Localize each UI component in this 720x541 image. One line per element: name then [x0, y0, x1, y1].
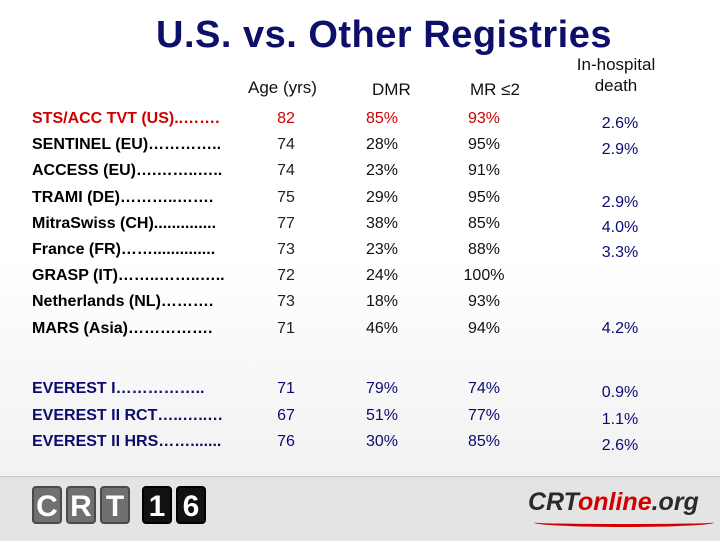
- registry-dmr: 46%: [365, 319, 399, 337]
- registry-in-hospital-death: 2.6%: [601, 115, 639, 132]
- registry-mr: 95%: [467, 188, 501, 206]
- everest-label: EVEREST II RCT…..…..…: [32, 406, 224, 424]
- header-in-hospital-death: In-hospital death: [570, 54, 662, 96]
- crtonline-prefix: CRT: [528, 488, 578, 516]
- registry-dmr: 29%: [365, 188, 399, 206]
- registry-dmr: 85%: [365, 110, 399, 127]
- everest-age: 67: [277, 406, 295, 424]
- registry-age: 75: [277, 188, 295, 206]
- registry-dmr: 28%: [365, 136, 399, 154]
- everest-in-hospital-death: 0.9%: [601, 384, 639, 401]
- registry-label: SENTINEL (EU)…………..: [32, 136, 222, 154]
- registry-age: 82: [277, 110, 295, 127]
- registry-dmr: 23%: [365, 162, 399, 180]
- registry-mr: 91%: [467, 162, 501, 180]
- crtonline-suffix: .org: [651, 488, 699, 516]
- registry-age: 72: [277, 267, 295, 285]
- everest-age: 71: [277, 380, 295, 397]
- registry-mr: 88%: [467, 241, 501, 258]
- registry-age: 74: [277, 136, 295, 154]
- registry-label: TRAMI (DE)………..…….: [32, 188, 214, 206]
- everest-in-hospital-death: 2.6%: [601, 437, 639, 454]
- slide-background: [0, 0, 720, 476]
- registry-mr: 95%: [467, 136, 501, 154]
- registry-in-hospital-death: 3.3%: [601, 244, 639, 261]
- everest-dmr: 30%: [365, 433, 399, 450]
- header-in-hospital-line2: death: [594, 76, 638, 95]
- registry-label: STS/ACC TVT (US)..…….: [32, 110, 220, 127]
- everest-age: 76: [277, 433, 295, 450]
- registry-mr: 93%: [467, 293, 501, 311]
- crt-logo-digit: 1: [142, 486, 172, 524]
- registry-label: GRASP (IT)……..……..…..: [32, 267, 225, 285]
- registry-in-hospital-death: 4.0%: [601, 219, 639, 236]
- everest-label: EVEREST I……………..: [32, 380, 205, 397]
- crt-logo-digit: 6: [176, 486, 206, 524]
- everest-mr: 74%: [467, 380, 501, 397]
- registry-label: MARS (Asia)…………….: [32, 319, 213, 337]
- registry-label: Netherlands (NL)……….: [32, 293, 214, 311]
- everest-label: EVEREST II HRS…….......: [32, 433, 222, 450]
- header-mr: MR ≤2: [470, 80, 520, 99]
- registry-in-hospital-death: 2.9%: [601, 141, 639, 158]
- registry-mr: 94%: [467, 319, 501, 337]
- header-dmr: DMR: [372, 80, 411, 99]
- registry-mr: 93%: [467, 110, 501, 127]
- everest-dmr: 79%: [365, 380, 399, 397]
- registry-dmr: 24%: [365, 267, 399, 285]
- crtonline-middle: online: [578, 488, 652, 516]
- registry-dmr: 38%: [365, 214, 399, 232]
- registry-label: Mitra​Swiss (CH)..............: [32, 214, 217, 232]
- registry-age: 73: [277, 293, 295, 311]
- crt-logo-letter: R: [66, 486, 96, 524]
- header-in-hospital-line1: In-hospital: [576, 55, 656, 74]
- crt-logo-letter: T: [100, 486, 130, 524]
- registry-dmr: 18%: [365, 293, 399, 311]
- registry-label: France (FR)……..............: [32, 241, 216, 258]
- everest-mr: 77%: [467, 406, 501, 424]
- crtonline-swoosh: [534, 518, 714, 527]
- crtonline-logo: CRTonline.org: [528, 488, 714, 527]
- slide-title: U.S. vs. Other Registries: [156, 14, 612, 56]
- registry-age: 71: [277, 319, 295, 337]
- registry-in-hospital-death: 4.2%: [601, 320, 639, 337]
- registry-mr: 85%: [467, 214, 501, 232]
- everest-mr: 85%: [467, 433, 501, 450]
- registry-age: 74: [277, 162, 295, 180]
- header-age: Age (yrs): [248, 78, 317, 97]
- everest-dmr: 51%: [365, 406, 399, 424]
- registry-age: 77: [277, 214, 295, 232]
- registry-mr: 100%: [463, 267, 505, 285]
- registry-age: 73: [277, 241, 295, 258]
- registry-dmr: 23%: [365, 241, 399, 258]
- registry-label: ACCESS (EU)….……..…..: [32, 162, 223, 180]
- everest-in-hospital-death: 1.1%: [601, 410, 639, 428]
- registry-in-hospital-death: 2.9%: [601, 194, 639, 211]
- crt-logo-letter: C: [32, 486, 62, 524]
